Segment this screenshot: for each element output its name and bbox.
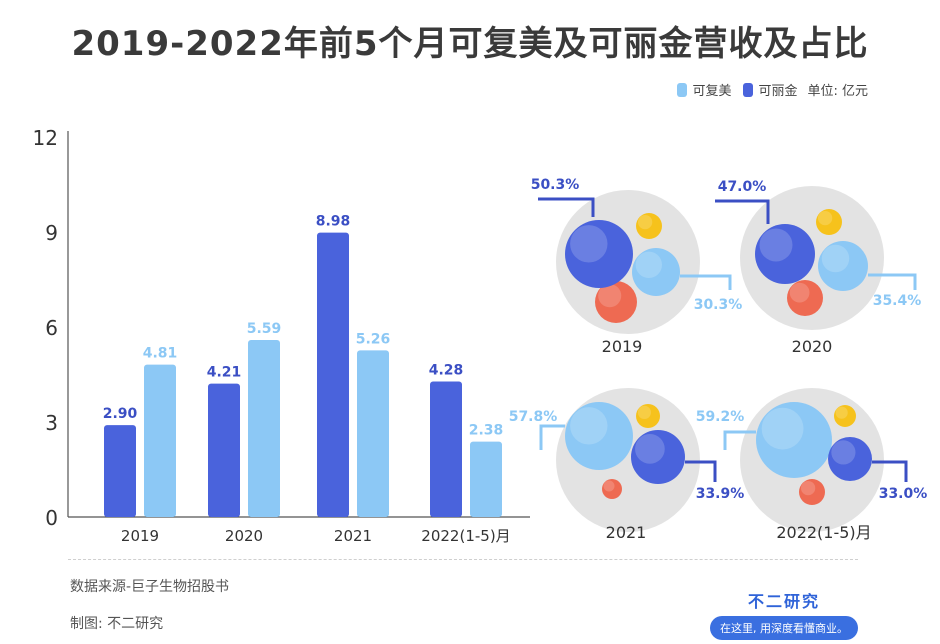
data-label: 8.98	[316, 214, 351, 230]
bar-kelijin-3	[430, 381, 462, 517]
bar-kefumei-3	[470, 441, 502, 517]
data-label: 5.26	[356, 331, 391, 347]
legend-swatch-kefumei	[677, 82, 688, 97]
y-tick-label: 0	[45, 506, 58, 530]
legend-label-kelijin: 可丽金	[758, 84, 798, 99]
y-tick-label: 6	[45, 316, 58, 340]
data-label: 5.59	[247, 321, 282, 337]
bar-kelijin-2	[317, 232, 349, 517]
data-label: 2.90	[103, 406, 138, 422]
y-tick-label: 12	[33, 126, 58, 150]
y-tick-label: 9	[45, 221, 58, 245]
x-tick-label: 2022(1-5)月	[421, 527, 510, 545]
legend-label-kefumei: 可复美	[692, 84, 732, 99]
legend-swatch-kelijin	[743, 82, 754, 97]
brand-name: 不二研究	[747, 592, 820, 611]
chart-title: 2019-2022年前5个月可复美及可丽金营收及占比	[71, 24, 869, 64]
bar-kelijin-1	[208, 383, 240, 517]
bar-kelijin-0	[104, 425, 136, 517]
x-tick-label: 2020	[225, 527, 263, 545]
y-tick-label: 3	[45, 411, 58, 435]
brand-slogan: 在这里, 用深度看懂商业。	[710, 616, 858, 640]
bar-kefumei-2	[357, 350, 389, 517]
brand-badge: 不二研究 在这里, 用深度看懂商业。	[704, 588, 864, 640]
chart-maker: 制图: 不二研究	[70, 616, 164, 632]
data-source: 数据来源-巨子生物招股书	[70, 579, 230, 595]
data-label: 4.21	[207, 365, 242, 381]
unit-label: 单位: 亿元	[807, 84, 868, 99]
data-label: 4.81	[143, 346, 178, 362]
legend: 可复美 可丽金 单位: 亿元	[665, 80, 868, 99]
x-tick-label: 2019	[121, 527, 159, 545]
bar-kefumei-0	[144, 364, 176, 517]
data-label: 4.28	[429, 362, 464, 378]
bar-kefumei-1	[248, 339, 280, 517]
data-label: 2.38	[469, 423, 504, 439]
x-tick-label: 2021	[334, 527, 372, 545]
footer-divider	[68, 559, 858, 560]
